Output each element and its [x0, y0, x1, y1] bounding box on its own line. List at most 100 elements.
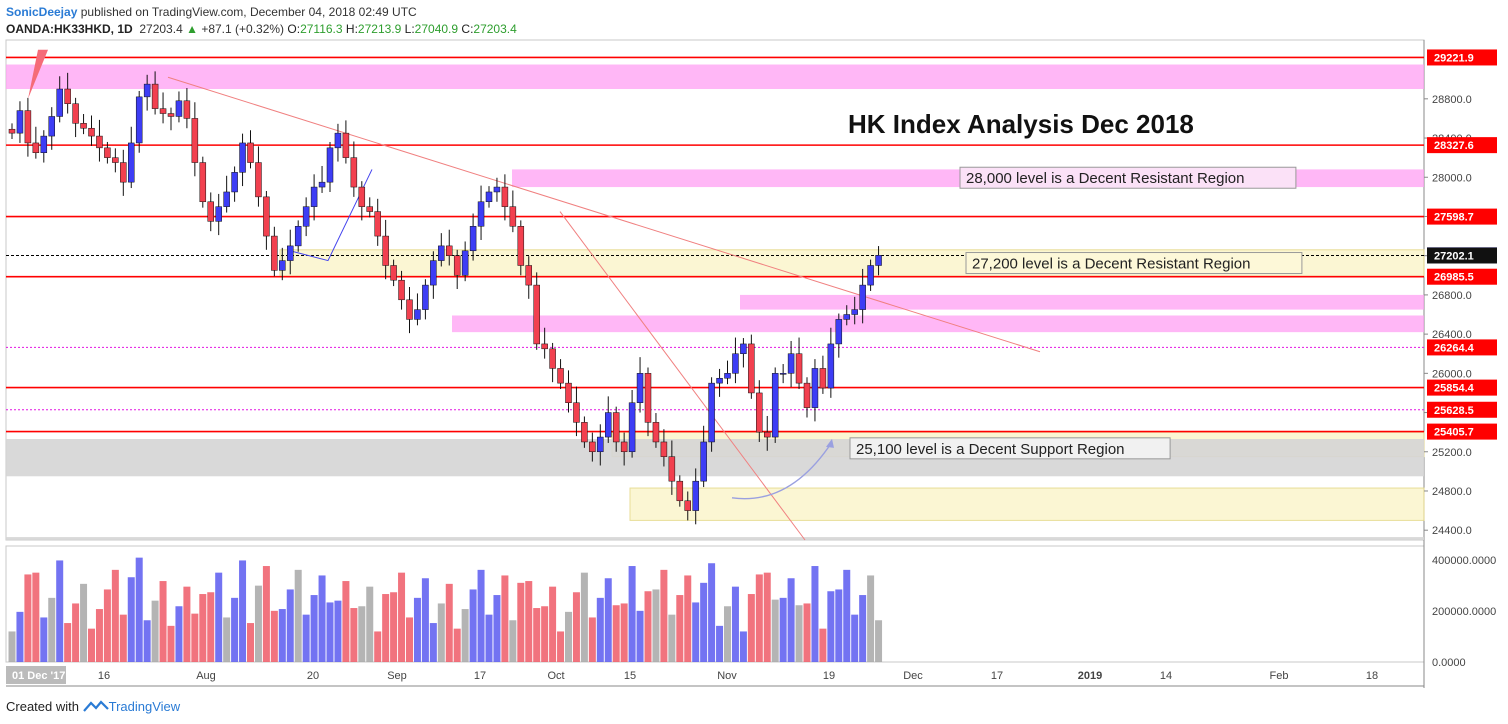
candle-body [605, 412, 612, 438]
candle-body [112, 157, 119, 163]
volume-tick-label: 400000.0000 [1432, 555, 1496, 567]
y-tick-label: 24800.0 [1432, 486, 1472, 498]
volume-bar [429, 623, 437, 662]
close-label: C: [461, 22, 474, 36]
volume-bar [851, 614, 859, 662]
volume-bar [580, 572, 588, 662]
volume-bar [159, 581, 167, 662]
price-label-box [1427, 339, 1497, 356]
candle-body [239, 142, 246, 173]
tradingview-brand[interactable]: TradingView [108, 699, 181, 714]
candle-body [867, 265, 874, 286]
volume-bar [247, 623, 254, 662]
volume-bar [215, 572, 223, 662]
candle-body [740, 343, 747, 354]
candle-body [199, 162, 207, 203]
volume-bar [708, 563, 716, 662]
candle-body [16, 110, 24, 134]
price-label: 25854.4 [1434, 383, 1475, 395]
candle-body [263, 196, 270, 237]
price-label: 26985.5 [1434, 272, 1474, 284]
volume-bar [167, 625, 175, 662]
volume-bar [135, 557, 143, 662]
candle-body [390, 265, 397, 281]
volume-bar [819, 628, 827, 662]
volume-bar [867, 575, 875, 662]
price-label-box [1427, 137, 1497, 154]
price-label-box [1427, 208, 1497, 225]
annotation-label: 28,000 level is a Decent Resistant Regio… [966, 170, 1245, 187]
volume-bar [199, 594, 207, 662]
gray-zone [6, 439, 1424, 477]
volume-bar [843, 569, 851, 662]
volume-bar [270, 610, 278, 662]
candle-body [422, 284, 429, 310]
volume-bar [95, 609, 103, 662]
candle-body [350, 157, 358, 188]
x-tick-label: Feb [1270, 670, 1289, 682]
volume-bar [565, 611, 572, 662]
candle-body [501, 186, 509, 207]
volume-bar [286, 589, 294, 662]
candle-body [541, 343, 548, 350]
candle-body [660, 441, 668, 457]
x-tick-label: Nov [717, 670, 737, 682]
candle-body [764, 431, 771, 438]
yellow-zone [629, 487, 1425, 521]
volume-bar [835, 589, 843, 662]
author-link[interactable]: SonicDeejay [6, 5, 78, 19]
low-value: 27040.9 [414, 22, 459, 36]
volume-bar [803, 603, 811, 662]
footer: Created with TradingView [6, 699, 180, 714]
high-label: H: [345, 22, 358, 36]
volume-bar [827, 591, 835, 662]
volume-bar [477, 569, 485, 662]
y-tick-label: 26800.0 [1432, 290, 1472, 302]
volume-bar [413, 597, 421, 662]
candle-body [128, 142, 135, 183]
volume-bar [310, 595, 318, 662]
created-with-text: Created with [6, 699, 79, 714]
publish-line: SonicDeejay published on TradingView.com… [6, 5, 417, 19]
candle-body [414, 309, 421, 320]
volume-bar [739, 631, 747, 662]
x-tick-label: Sep [387, 670, 407, 682]
volume-bar [453, 628, 461, 662]
candle-body [477, 201, 485, 227]
candle-body [859, 284, 866, 310]
candle-body [438, 245, 445, 261]
volume-bar [596, 597, 604, 662]
candle-body [676, 480, 684, 502]
candle-body [366, 206, 373, 212]
candle-body [525, 265, 532, 286]
candle-body [819, 368, 827, 389]
x-tick-label: 20 [307, 670, 319, 682]
candle-body [294, 226, 302, 247]
candle-body [517, 226, 525, 266]
volume-bar [716, 625, 724, 662]
symbol-name[interactable]: OANDA:HK33HKD, 1D [6, 22, 133, 36]
volume-bar [143, 620, 151, 662]
candle-body [700, 441, 707, 482]
candle-body [589, 441, 596, 453]
volume-tick-label: 200000.0000 [1432, 606, 1496, 618]
candle-body [851, 309, 858, 315]
annotation-box [959, 166, 1297, 189]
volume-bar [421, 578, 429, 662]
price-label: 26264.4 [1434, 342, 1475, 354]
candle-body [557, 368, 564, 384]
price-label-box [1427, 401, 1497, 418]
volume-bar [32, 572, 40, 662]
volume-bar [787, 578, 795, 662]
candle-body [167, 113, 175, 117]
x-tick-label: Aug [196, 670, 216, 682]
candle-body [279, 260, 286, 271]
volume-bar [636, 610, 644, 662]
y-tick-label: 26000.0 [1432, 368, 1472, 380]
volume-bar [700, 582, 708, 662]
y-tick-label: 26400.0 [1432, 329, 1472, 341]
volume-bar [398, 572, 406, 662]
volume-bar [549, 586, 557, 662]
volume-bar [795, 605, 803, 662]
